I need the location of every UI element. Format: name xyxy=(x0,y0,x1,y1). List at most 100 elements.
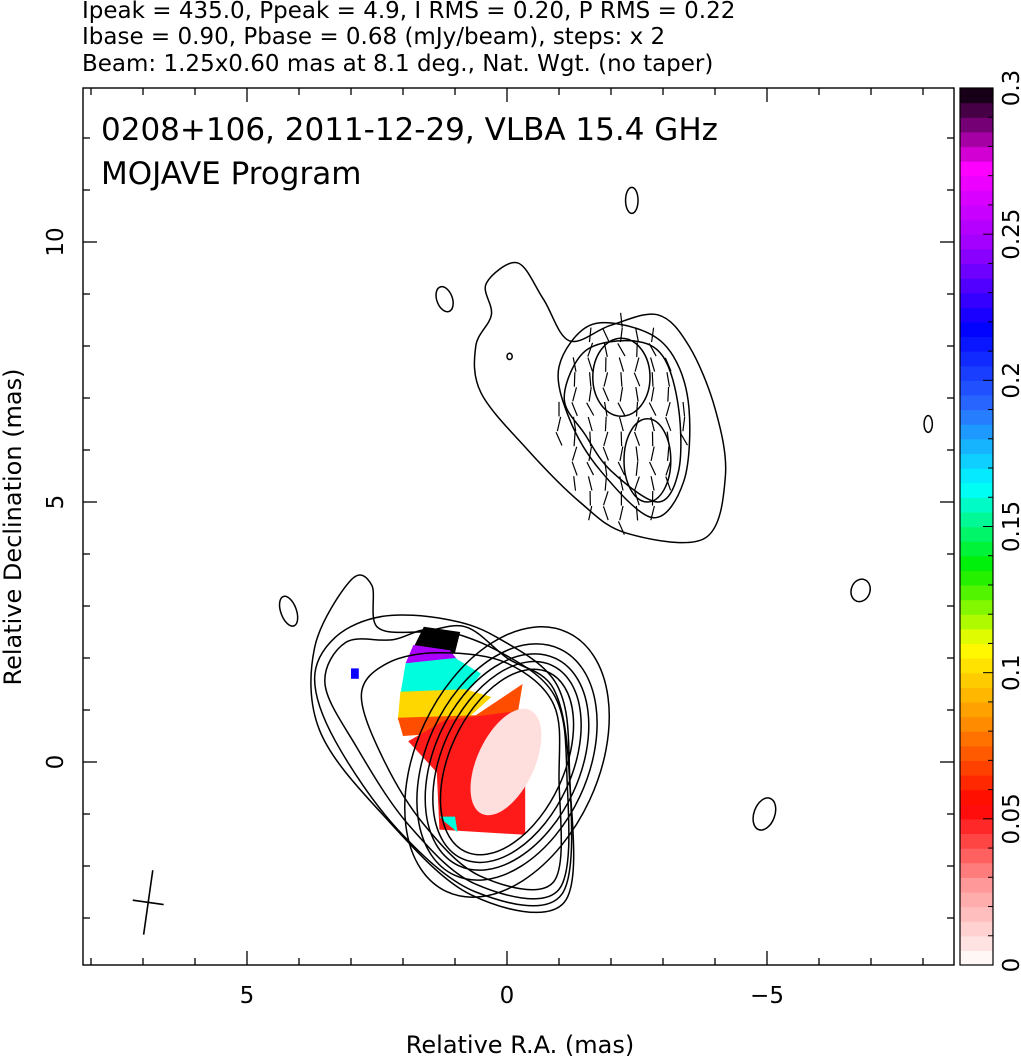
polarization-vector xyxy=(634,416,640,432)
colorbar-segment xyxy=(960,687,993,703)
contour-core-outermost xyxy=(310,574,575,914)
colorbar-segment xyxy=(960,672,993,688)
polarization-vector xyxy=(603,401,608,417)
polarization-vector xyxy=(603,431,609,447)
axis-ticks: 5 0 −5 0 5 10 xyxy=(43,88,954,1009)
contour-core xyxy=(416,643,598,881)
polarization-vector xyxy=(665,401,671,417)
contour-layer xyxy=(278,186,934,914)
colorbar-segment xyxy=(960,117,993,133)
polarization-vector xyxy=(618,357,625,372)
colorbar-segment xyxy=(960,88,993,104)
colorbar-segment xyxy=(960,263,993,279)
contour-core xyxy=(404,626,610,898)
polarization-vector xyxy=(603,342,608,357)
colorbar-segment xyxy=(960,468,993,484)
colorbar-segment xyxy=(960,950,993,966)
colorbar-segment xyxy=(960,935,993,951)
polarization-vector xyxy=(588,327,592,343)
colorbar-segment xyxy=(960,628,993,645)
polarization-vector xyxy=(620,431,623,447)
colorbar-segment xyxy=(960,891,993,908)
colorbar-tick-label: 0.2 xyxy=(999,362,1021,399)
polarization-vector xyxy=(587,416,593,432)
contour-island-3 xyxy=(278,595,299,627)
colorbar-segment xyxy=(960,453,993,469)
colorbar-segment xyxy=(960,833,993,849)
polarization-vector xyxy=(573,372,576,387)
contour-island-2 xyxy=(435,285,454,313)
polarization-vector xyxy=(617,402,626,416)
y-tick-label: 0 xyxy=(43,755,69,770)
colorbar-segment xyxy=(960,818,993,835)
polarization-vector xyxy=(635,446,639,462)
polarization-patch xyxy=(439,816,458,833)
polarization-vector xyxy=(571,402,578,417)
colorbar-segment xyxy=(960,307,993,323)
colorbar-segment xyxy=(960,921,993,937)
polarization-vector xyxy=(602,387,610,402)
polarization-vector xyxy=(588,386,592,402)
colorbar-segment xyxy=(960,102,993,118)
polarization-vector xyxy=(586,461,595,476)
polarization-vector xyxy=(650,387,655,402)
colorbar-segment xyxy=(960,424,993,440)
polarization-vector xyxy=(635,401,639,417)
colorbar-segment xyxy=(960,643,993,659)
colorbar-segment xyxy=(960,292,993,308)
contour-core-outer-3 xyxy=(313,614,573,907)
polarization-vector xyxy=(602,491,609,506)
polarization-vector xyxy=(635,505,639,521)
contour-jet-inner xyxy=(563,339,682,503)
polarization-vector xyxy=(650,416,655,432)
polarization-vector xyxy=(572,357,577,372)
colorbar-tick-label: 0.25 xyxy=(999,209,1021,260)
polarization-vector xyxy=(587,342,594,357)
polarization-vector xyxy=(589,431,592,447)
colorbar-segment xyxy=(960,351,993,367)
colorbar-segment xyxy=(960,190,993,206)
colorbar-segment xyxy=(960,658,993,674)
polarization-patch xyxy=(397,689,492,721)
polarization-vector xyxy=(650,476,655,491)
header-line-3: Beam: 1.25x0.60 mas at 8.1 deg., Nat. Wg… xyxy=(82,51,714,77)
polarization-vector xyxy=(619,505,624,521)
polarization-vector xyxy=(571,461,578,476)
colorbar-segment xyxy=(960,701,993,718)
polarization-vector xyxy=(665,461,672,476)
colorbar-segment xyxy=(960,804,993,820)
colorbar-segment xyxy=(960,877,993,893)
polarization-vector xyxy=(634,476,640,491)
polarization-vector xyxy=(619,327,623,343)
colorbar-tick-label: 0.3 xyxy=(999,70,1021,107)
x-tick-label: −5 xyxy=(750,983,784,1009)
contour-jet-mid xyxy=(557,321,691,519)
contour-island-5 xyxy=(850,578,871,603)
colorbar-segment xyxy=(960,365,993,381)
polarization-vector xyxy=(618,416,624,432)
colorbar-segment xyxy=(960,570,993,586)
colorbar-segment xyxy=(960,760,993,776)
plot-subtitle: MOJAVE Program xyxy=(101,156,361,192)
plot-title: 0208+106, 2011-12-29, VLBA 15.4 GHz xyxy=(101,112,718,148)
polarization-patch xyxy=(351,668,359,679)
colorbar-segment xyxy=(960,614,993,630)
x-tick-label: 0 xyxy=(500,983,515,1009)
polarization-patch xyxy=(413,626,461,653)
colorbar-segment xyxy=(960,731,993,747)
colorbar-segment xyxy=(960,716,993,732)
polarization-vector xyxy=(633,431,641,446)
polarization-vector xyxy=(604,416,607,432)
colorbar-segment xyxy=(960,321,993,338)
contour-jet-blob-lower xyxy=(623,418,672,503)
polarization-vector xyxy=(602,446,609,461)
polarization-vector xyxy=(617,461,626,476)
contour-island-7 xyxy=(506,352,513,361)
colorbar-segment xyxy=(960,906,993,922)
polarization-vector xyxy=(636,342,638,358)
contour-core-outer-1 xyxy=(360,652,563,891)
polarization-vector xyxy=(634,491,640,506)
colorbar-segment xyxy=(960,438,993,455)
polarization-vector xyxy=(604,476,608,491)
colorbar-segment xyxy=(960,599,993,615)
